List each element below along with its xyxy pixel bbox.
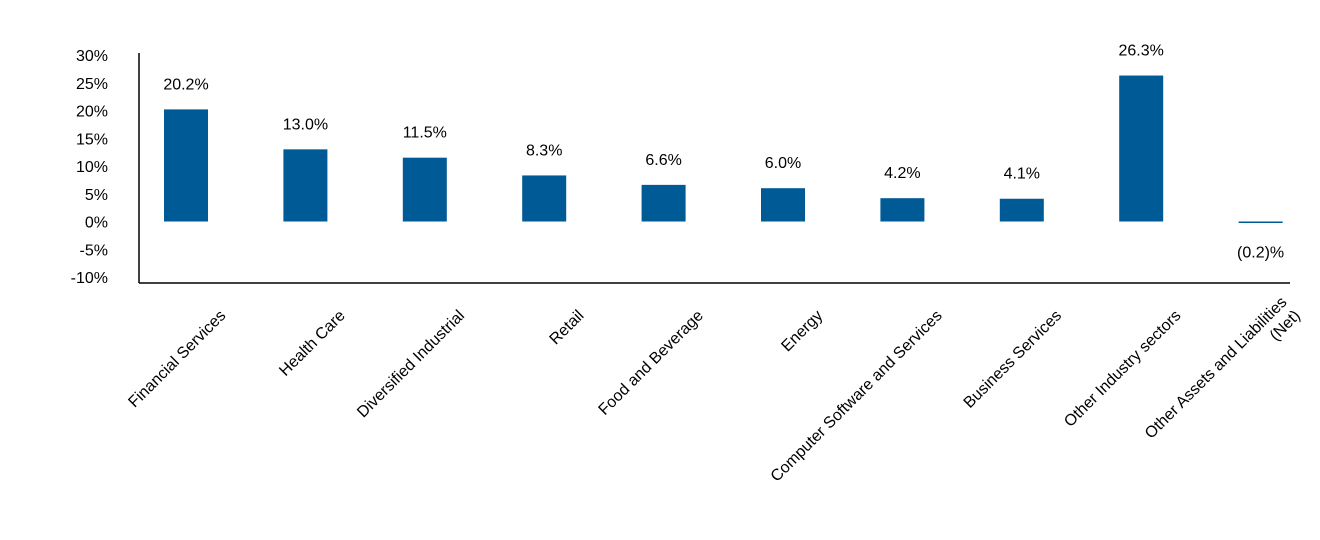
bar [1119,75,1164,222]
bar [641,184,686,222]
bar [402,157,447,222]
y-tick-label: -5% [80,242,108,259]
category-label: Health Care [276,307,348,379]
bar [164,109,208,222]
bar [880,198,925,222]
y-tick-label: 30% [76,48,108,65]
category-label-line: Business Services [961,307,1065,411]
y-tick-label: 0% [85,215,108,232]
category-label-line: Retail [547,307,588,348]
category-label-line: Financial Services [125,307,229,411]
data-label: 6.6% [645,152,681,169]
y-tick-label: 20% [76,104,108,121]
y-tick-label: 15% [76,131,108,148]
data-labels: 20.2% 13.0% 11.5% 8.3% 6.6% 6.0% 4.2% 4.1% 26.3%… [163,43,1284,262]
category-label: Energy [778,307,826,355]
bar [999,198,1044,222]
data-label: 20.2% [163,76,208,93]
category-label-line: Diversified Industrial [354,307,468,421]
y-tick-label: 5% [85,187,108,204]
bar [522,175,567,222]
category-label: Business Services [961,307,1065,411]
data-label: 6.0% [765,155,801,172]
y-tick-label: -10% [71,270,108,287]
category-labels: Financial Services Health Care Diversified… [125,294,1303,485]
y-axis-ticks: 30% 25% 20% 15% 10% 5% 0% -5% -10% [71,48,108,287]
bars [164,75,1283,223]
data-label: 11.5% [403,125,447,142]
data-label: (0.2)% [1237,245,1284,262]
data-label: 13.0% [283,116,328,133]
bar [761,188,805,222]
category-label-line: Energy [778,307,826,355]
category-label-line: Food and Beverage [596,307,707,418]
bar [283,149,328,222]
category-label: Food and Beverage [596,307,707,418]
data-label: 8.3% [526,142,562,159]
category-label: Diversified Industrial [354,307,468,421]
y-tick-label: 25% [76,76,108,93]
bar [1238,221,1283,223]
category-label: Retail [547,307,588,348]
category-label: Financial Services [125,307,229,411]
data-label: 26.3% [1119,43,1164,60]
y-tick-label: 10% [76,159,108,176]
data-label: 4.1% [1004,166,1040,183]
category-label-line: Health Care [276,307,348,379]
data-label: 4.2% [884,165,920,182]
